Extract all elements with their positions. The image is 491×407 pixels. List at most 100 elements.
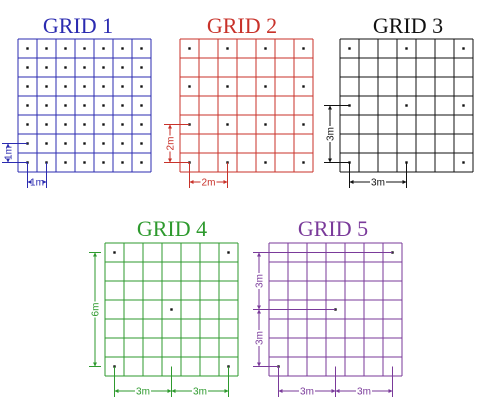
grid-dot xyxy=(64,47,67,50)
grid-dot xyxy=(302,123,305,126)
grid-dot xyxy=(102,161,105,164)
grid4-title: GRID 4 xyxy=(137,216,207,241)
dimension-arrow xyxy=(335,389,340,393)
dimension-arrow xyxy=(257,362,261,367)
horizontal-dimension-0: 3m xyxy=(349,176,407,189)
dimension-label: 3m xyxy=(300,387,314,398)
grid-dot xyxy=(45,47,48,50)
grid-dot xyxy=(113,251,116,254)
vertical-dimension-0: 6m xyxy=(89,252,102,367)
grid-dot xyxy=(64,142,67,145)
horizontal-dimension-0: 2m xyxy=(189,176,228,189)
dimension-label: 3m xyxy=(255,274,266,288)
grid-dot xyxy=(140,161,143,164)
grid1-dots xyxy=(26,47,143,164)
dimension-arrow xyxy=(167,389,172,393)
grid-dot xyxy=(170,308,173,311)
vertical-dimension-0: 3m xyxy=(253,252,266,310)
grid-dot xyxy=(121,123,124,126)
grid3-panel: GRID 3 3m 3m xyxy=(324,13,474,189)
grid-dot xyxy=(462,47,465,50)
grid-dot xyxy=(121,161,124,164)
dimension-arrow xyxy=(93,252,97,257)
grid-dot xyxy=(45,104,48,107)
grid1-title: GRID 1 xyxy=(43,13,113,38)
grid-dot xyxy=(264,47,267,50)
grid-dot xyxy=(83,104,86,107)
grid-dot xyxy=(26,66,29,69)
grid3-dots xyxy=(348,47,465,164)
grid2-title: GRID 2 xyxy=(207,13,277,38)
dimension-label: 3m xyxy=(371,178,385,189)
grid-dot xyxy=(102,142,105,145)
dimension-arrow xyxy=(27,180,32,184)
grid-dot xyxy=(45,142,48,145)
grid3-grid-lines xyxy=(339,38,474,173)
grid-dot xyxy=(83,123,86,126)
grid3-title: GRID 3 xyxy=(373,13,443,38)
grid-dot xyxy=(140,142,143,145)
dimension-arrow xyxy=(257,305,261,310)
grid-dot xyxy=(83,85,86,88)
grid-dot xyxy=(64,85,67,88)
grid-dot xyxy=(140,66,143,69)
grid-dot xyxy=(264,85,267,88)
dimension-label: 2m xyxy=(202,178,216,189)
dimension-arrow xyxy=(189,180,194,184)
dimension-arrow xyxy=(93,362,97,367)
horizontal-dimension-0: 3m xyxy=(278,385,336,398)
vertical-dimension-1: 3m xyxy=(253,309,266,367)
dimension-arrow xyxy=(224,389,229,393)
grid-dot xyxy=(64,104,67,107)
grid-dot xyxy=(45,123,48,126)
grid-dot xyxy=(140,85,143,88)
dimension-arrow xyxy=(349,180,354,184)
dimension-arrow xyxy=(257,309,261,314)
dimension-arrow xyxy=(257,252,261,257)
grid-dot xyxy=(83,47,86,50)
grid-dot xyxy=(302,47,305,50)
dimension-arrow xyxy=(168,158,172,163)
grid-dot xyxy=(121,66,124,69)
grid-dot xyxy=(64,66,67,69)
grid-dot xyxy=(140,123,143,126)
dimension-arrow xyxy=(388,389,393,393)
grid-dot xyxy=(140,104,143,107)
grid-dot xyxy=(83,66,86,69)
grid-dot xyxy=(83,161,86,164)
dimension-arrow xyxy=(223,180,228,184)
dimension-label: 3m xyxy=(255,331,266,345)
grid5-title: GRID 5 xyxy=(298,216,368,241)
grid-dot xyxy=(264,161,267,164)
grid-dot xyxy=(121,142,124,145)
grid-dot xyxy=(462,161,465,164)
grid-dot xyxy=(302,161,305,164)
grid-dot xyxy=(102,85,105,88)
grid-dot xyxy=(226,85,229,88)
dimension-arrow xyxy=(402,180,407,184)
dimension-label: 3m xyxy=(357,387,371,398)
dimension-label: 3m xyxy=(193,387,207,398)
grid2-grid-lines xyxy=(179,38,314,173)
grid-dot xyxy=(302,85,305,88)
vertical-dimension-0: 1m xyxy=(2,143,15,163)
grid-dot xyxy=(121,104,124,107)
grid-dot xyxy=(102,66,105,69)
dimension-label: 1m xyxy=(4,146,15,160)
dimension-arrow xyxy=(6,158,10,163)
dimension-arrow xyxy=(6,143,10,148)
grid-dot xyxy=(348,47,351,50)
grid-dot xyxy=(26,85,29,88)
dimension-arrow xyxy=(42,180,47,184)
grid-dot xyxy=(121,85,124,88)
grid-dot xyxy=(102,104,105,107)
horizontal-dimension-1: 3m xyxy=(335,385,393,398)
vertical-dimension-0: 3m xyxy=(324,105,337,163)
grid2-dots xyxy=(188,47,305,164)
dimension-arrow xyxy=(168,124,172,129)
dimension-arrow xyxy=(328,158,332,163)
grid5-panel: GRID 5 3m 3m 3m 3m xyxy=(253,216,403,398)
grid-dot xyxy=(102,47,105,50)
dimension-label: 3m xyxy=(326,127,337,141)
dimension-label: 3m xyxy=(136,387,150,398)
